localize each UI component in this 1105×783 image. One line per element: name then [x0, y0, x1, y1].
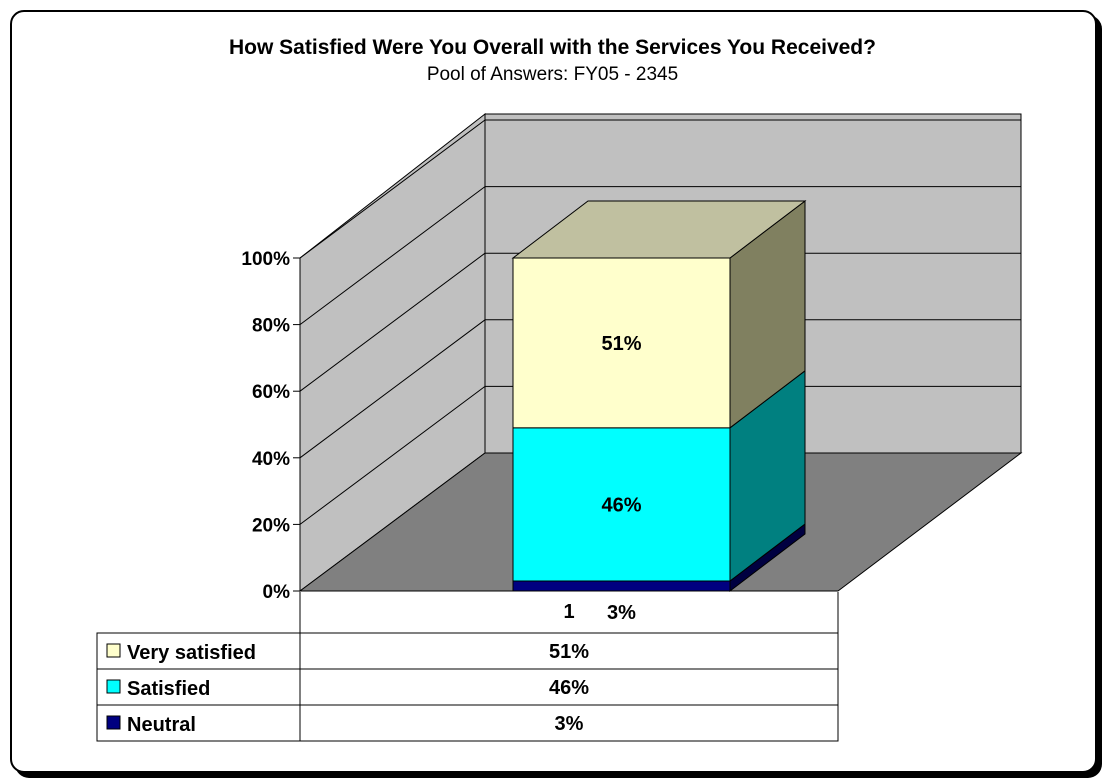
- gridline-side: [299, 119, 486, 259]
- bar-segment-satisfied: [512, 427, 731, 582]
- y-tick-label: 0%: [263, 582, 291, 603]
- gridline-side: [299, 385, 486, 525]
- bar-segment-very-satisfied: [512, 257, 731, 429]
- legend-entry: Satisfied: [127, 678, 210, 700]
- legend-key-satisfied: [106, 679, 121, 694]
- y-tick-label: 40%: [252, 449, 290, 470]
- legend-key-neutral: [106, 715, 121, 730]
- chart-subtitle: Pool of Answers: FY05 - 2345: [426, 64, 679, 85]
- legend-entry: Very satisfied: [127, 642, 256, 664]
- table-row: [96, 704, 839, 742]
- chart-title: How Satisfied Were You Overall with the …: [229, 36, 876, 59]
- y-tick-label: 20%: [252, 515, 290, 536]
- bar-segment-neutral: [512, 580, 731, 592]
- table-category-header: 1: [563, 601, 574, 623]
- data-label: 3%: [607, 602, 636, 624]
- legend-entry: Neutral: [127, 714, 196, 736]
- y-tick-label: 100%: [241, 249, 290, 270]
- y-tick-label: 60%: [252, 382, 290, 403]
- table-value: 3%: [555, 713, 584, 735]
- table-value: 46%: [549, 677, 589, 699]
- table-value: 51%: [549, 641, 589, 663]
- data-label: 46%: [601, 494, 641, 516]
- gridline-side: [299, 186, 486, 326]
- y-tick-label: 80%: [252, 316, 290, 337]
- data-label: 51%: [601, 333, 641, 355]
- gridline-side: [299, 252, 486, 392]
- legend-key-very-satisfied: [106, 643, 121, 658]
- bar-top: [511, 200, 807, 259]
- gridline-side: [299, 319, 486, 459]
